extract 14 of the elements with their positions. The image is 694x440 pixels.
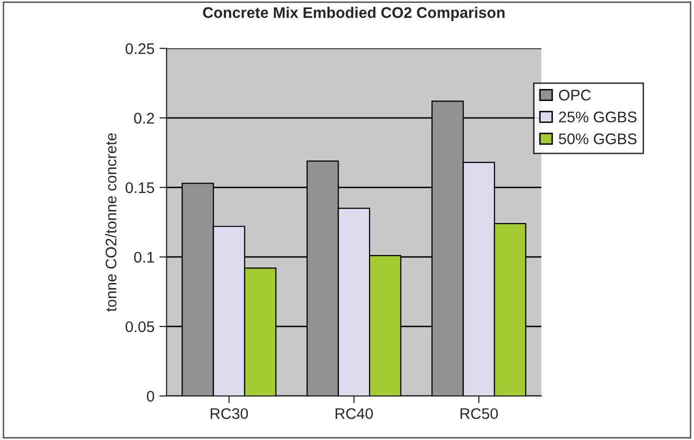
x-tick-label: RC40 [336, 408, 373, 420]
chart-title: Concrete Mix Embodied CO2 Comparison [203, 6, 505, 22]
y-tick-label: 0.25 [126, 43, 154, 54]
y-tick-label: 0.15 [126, 182, 154, 194]
y-axis-title: tonne CO2/tonne concrete [105, 133, 116, 312]
x-tick-label: RC30 [210, 408, 248, 420]
legend-label: 25% GGBS [559, 112, 637, 122]
legend-label: 50% GGBS [558, 133, 637, 144]
legend-label: OPC [558, 90, 591, 100]
y-tick-label: 0.1 [134, 252, 154, 263]
y-tick-label: 0.05 [126, 321, 154, 332]
y-tick-label: 0.2 [134, 112, 154, 124]
x-tick-label: RC50 [460, 408, 498, 420]
y-tick-label: 0 [146, 390, 154, 402]
